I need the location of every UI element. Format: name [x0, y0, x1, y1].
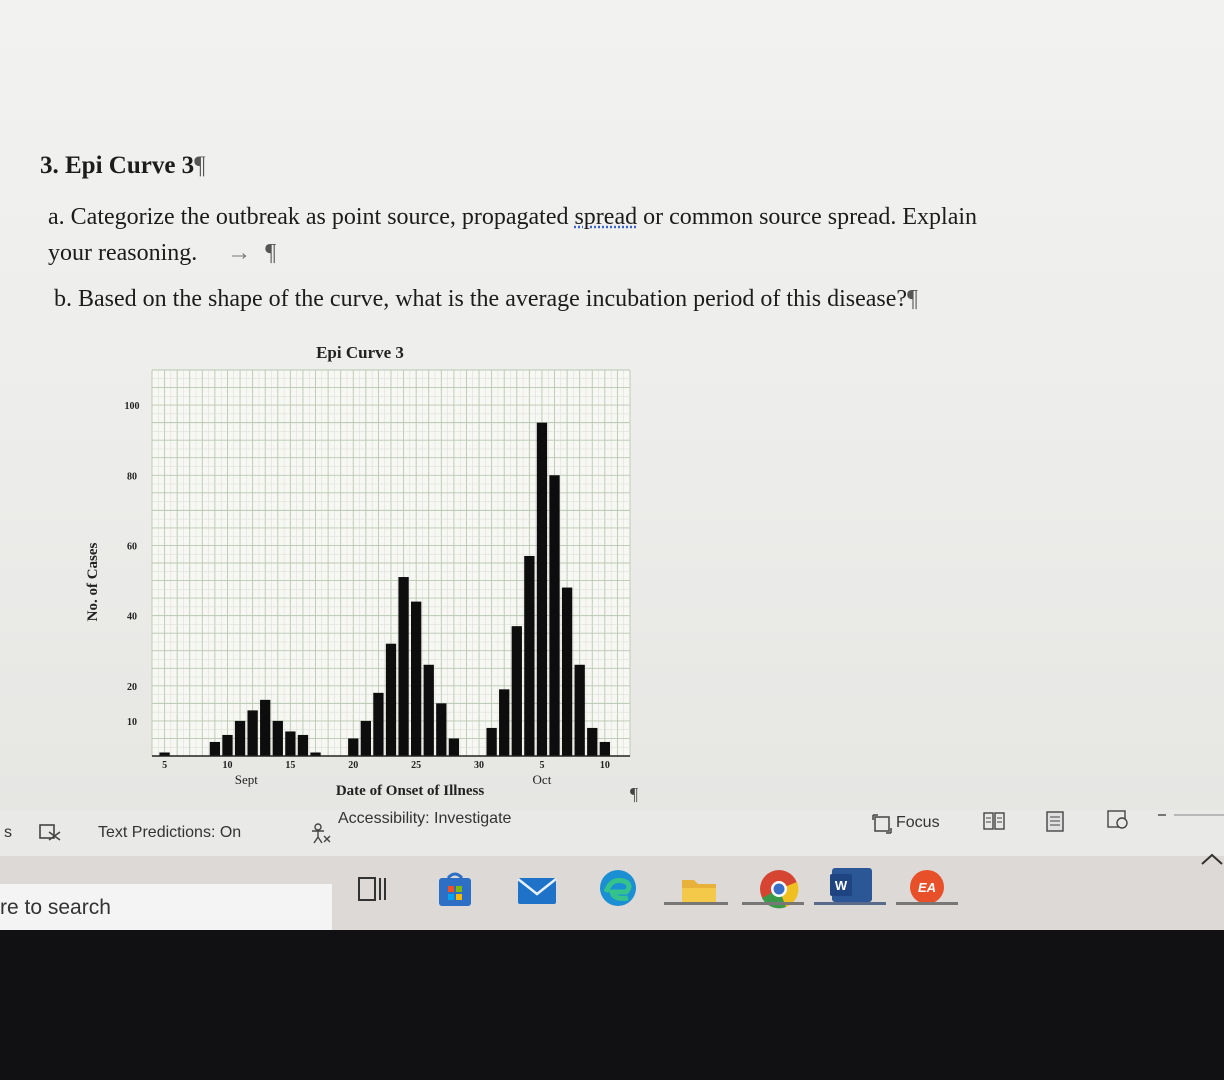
edge-icon[interactable] — [596, 866, 636, 906]
heading-text: 3. Epi Curve 3 — [40, 152, 195, 179]
month-label: Oct — [533, 772, 552, 787]
chart-bar — [360, 720, 371, 756]
accessibility-icon[interactable] — [308, 822, 332, 849]
month-label: Sept — [235, 772, 259, 787]
chrome-running-indicator — [742, 902, 804, 905]
chevron-up-icon[interactable] — [1198, 850, 1224, 886]
x-tick-label: 25 — [411, 760, 421, 771]
question-a-line2: your reasoning. → ¶ — [48, 240, 276, 267]
x-tick-label: 20 — [348, 760, 358, 771]
question-b: b. Based on the shape of the curve, what… — [54, 286, 918, 313]
chart-bar — [499, 689, 510, 756]
chart-bar — [260, 699, 271, 756]
chart-bar — [398, 577, 409, 756]
taskbar-search-box[interactable]: re to search — [0, 884, 332, 930]
status-left-fragment: s — [4, 824, 12, 841]
ea-running-indicator — [896, 902, 958, 905]
pilcrow-mark: ¶ — [907, 286, 918, 312]
focus-icon[interactable] — [872, 814, 894, 839]
chart-title: Epi Curve 3 — [316, 343, 404, 362]
windows-taskbar: re to search W EA — [0, 853, 1224, 930]
chart-bar — [247, 710, 258, 756]
word-active-indicator — [814, 902, 886, 905]
chart-y-axis-label: No. of Cases — [85, 542, 101, 621]
chart-bar — [587, 727, 598, 756]
chart-bar — [448, 738, 460, 756]
y-tick-label: 20 — [127, 682, 137, 693]
x-tick-label: 5 — [539, 760, 544, 771]
chart-bar — [159, 752, 170, 756]
chart-bar — [411, 601, 422, 756]
web-layout-icon[interactable] — [1106, 808, 1130, 835]
chart-bar — [486, 727, 497, 756]
epi-curve-chart[interactable]: 10 20 40 60 80 100 5 10 15 20 25 30 5 10 Sept Oct Epi C… — [70, 332, 650, 812]
focus-button[interactable]: Focus — [896, 814, 940, 831]
tab-arrow-mark: → — [227, 240, 252, 266]
x-tick-label: 15 — [285, 760, 295, 771]
y-tick-label: 40 — [127, 612, 137, 623]
y-tick-label: 100 — [125, 401, 140, 412]
chart-bar — [272, 720, 283, 756]
x-tick-label: 10 — [222, 760, 232, 771]
chart-bar — [348, 738, 359, 756]
chart-bar — [436, 703, 447, 756]
chart-bar — [234, 720, 246, 756]
question-b-text: b. Based on the shape of the curve, what… — [54, 286, 908, 312]
file-explorer-icon[interactable] — [678, 870, 716, 906]
chart-bar — [561, 587, 573, 756]
question-a-text-post: or common source spread. Explain — [637, 204, 978, 230]
chart-bar — [423, 664, 434, 756]
read-mode-icon[interactable] — [982, 810, 1006, 837]
document-page: 3. Epi Curve 3¶ a. Categorize the outbre… — [0, 0, 1224, 810]
proofing-icon[interactable] — [38, 822, 64, 847]
chart-bar — [599, 741, 610, 756]
svg-text:EA: EA — [918, 880, 936, 895]
chart-bar — [549, 475, 560, 756]
store-icon[interactable] — [436, 870, 472, 906]
chrome-icon[interactable] — [756, 866, 799, 909]
chart-bar — [285, 731, 296, 756]
print-layout-icon[interactable] — [1044, 810, 1066, 837]
file-explorer-running-indicator — [664, 902, 728, 905]
y-tick-label: 10 — [127, 717, 137, 728]
x-tick-label: 10 — [600, 760, 610, 771]
spellcheck-word[interactable]: spread — [574, 204, 638, 230]
chart-bar — [209, 741, 221, 756]
chart-bars — [159, 422, 610, 756]
x-tick-label: 30 — [474, 760, 484, 771]
chart-bar — [524, 555, 535, 756]
question-a-text-pre: a. Categorize the outbreak as point sour… — [48, 204, 575, 230]
ea-app-icon[interactable]: EA — [906, 866, 944, 904]
question-a-text-line2: your reasoning. — [48, 240, 198, 266]
section-heading: 3. Epi Curve 3¶ — [40, 152, 206, 180]
x-tick-label: 5 — [162, 760, 167, 771]
chart-bar — [297, 734, 309, 756]
chart-bar — [385, 643, 397, 756]
chart-bar — [536, 422, 548, 756]
pilcrow-mark: ¶ — [630, 784, 639, 804]
y-tick-label: 80 — [127, 471, 137, 482]
chart-bar — [511, 626, 522, 756]
search-placeholder: re to search — [0, 896, 111, 919]
text-predictions-status[interactable]: Text Predictions: On — [98, 824, 242, 841]
accessibility-status[interactable]: Accessibility: Investigate — [338, 810, 512, 827]
task-view-icon[interactable] — [354, 872, 390, 908]
chart-bar — [310, 752, 321, 756]
word-icon[interactable]: W — [826, 866, 872, 902]
chart-bar — [222, 734, 233, 756]
chart-bar — [373, 692, 384, 756]
svg-text:W: W — [835, 878, 848, 893]
monitor-bezel — [0, 930, 1224, 1080]
question-a-line1: a. Categorize the outbreak as point sour… — [48, 204, 977, 231]
mail-icon[interactable] — [516, 870, 557, 906]
pilcrow-mark: ¶ — [265, 240, 277, 266]
chart-x-axis-label: Date of Onset of Illness — [336, 783, 484, 799]
word-status-bar: s Text Predictions: On Accessibility: In… — [0, 810, 1224, 856]
zoom-slider[interactable] — [1158, 808, 1224, 826]
pilcrow-mark: ¶ — [194, 152, 206, 179]
chart-bar — [574, 664, 585, 756]
y-tick-label: 60 — [127, 541, 137, 552]
